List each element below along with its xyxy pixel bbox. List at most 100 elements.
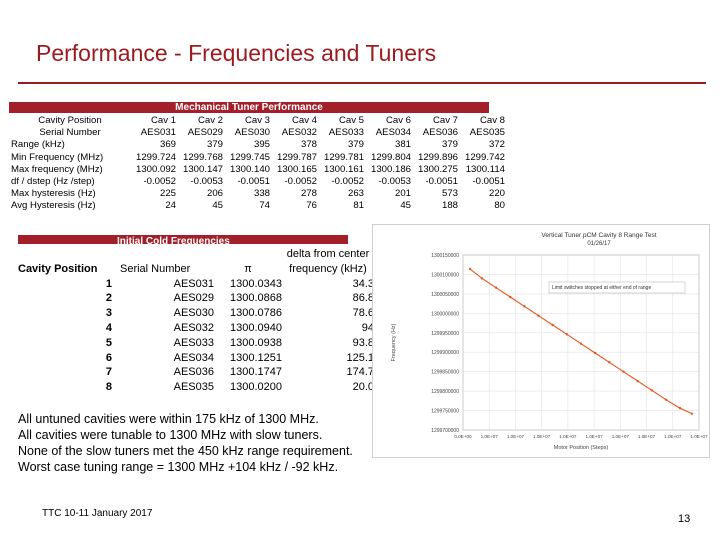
table-cell: 45 [400, 200, 411, 212]
cold-table-head-row-1: delta from center [18, 247, 374, 262]
data-point [509, 295, 512, 299]
table-cell: 369 [159, 139, 176, 151]
table-cell: Cav 6 [385, 115, 411, 126]
mech-table-row: Avg Hysteresis (Hz) 24 45 74 76 81 45 188 80 [9, 200, 505, 212]
table-cell: 1300.147 [182, 163, 223, 175]
table-cell: 225 [159, 188, 176, 200]
tuner-range-chart: Vertical Tuner pCM Cavity 8 Range Test 01… [372, 224, 710, 458]
col-delta-line-2: frequency (kHz) [289, 262, 367, 275]
delta-frequency-cell: 174.7 [346, 366, 374, 379]
table-cell: 1299.781 [323, 151, 364, 163]
x-tick-label: 1.0E+07 [690, 434, 708, 439]
table-cell: 74 [259, 200, 270, 212]
table-cell: AES033 [328, 127, 364, 139]
y-tick-label: 1299900000 [431, 350, 459, 356]
table-cell: 379 [206, 139, 223, 151]
cavity-position-cell: 6 [105, 351, 112, 364]
y-tick-label: 1299850000 [431, 370, 459, 376]
data-point [551, 323, 554, 327]
pi-frequency-cell: 1300.1747 [230, 366, 282, 379]
chart-subtitle: 01/26/17 [587, 241, 611, 247]
cold-table-row: 5 AES033 1300.0938 93.8 [18, 336, 374, 351]
data-point [480, 277, 484, 280]
pi-frequency-cell: 1300.0868 [230, 292, 282, 305]
mech-table-row: Range (kHz) 369 379 395 378 379 381 379 372 [9, 139, 505, 151]
table-cell: 188 [441, 200, 458, 212]
chart-svg: Vertical Tuner pCM Cavity 8 Range Test 01… [391, 232, 708, 451]
data-point [579, 342, 583, 345]
table-cell: 278 [300, 188, 317, 200]
table-cell: 1300.186 [370, 163, 411, 175]
table-cell: 1300.275 [417, 163, 458, 175]
title-divider [18, 82, 706, 84]
table-cell: Cav 3 [244, 115, 270, 126]
table-cell: 1300.092 [135, 163, 176, 175]
mech-table-row: Max hysteresis (Hz) 225 206 338 278 263 201 573… [9, 188, 505, 200]
data-point [565, 333, 569, 336]
data-point [650, 389, 653, 392]
mech-tuner-table: Cavity Position Cav 1 Cav 2 Cav 3 Cav 4 Cav 5… [9, 115, 505, 213]
col-serial-number: Serial Number [120, 262, 191, 275]
table-cell: 1300.114 [465, 163, 505, 175]
table-cell: -0.0053 [190, 176, 223, 188]
cold-table-row: 8 AES035 1300.0200 20.0 [18, 380, 374, 395]
serial-number-cell: AES030 [173, 307, 214, 320]
mech-table-header: Mechanical Tuner Performance [9, 102, 489, 113]
x-tick-label: 1.0E+07 [507, 434, 525, 439]
table-cell: 1300.165 [276, 163, 317, 175]
table-cell: 263 [347, 188, 364, 200]
cavity-position-cell: 3 [105, 307, 112, 320]
table-cell: 80 [494, 200, 505, 212]
table-cell: 378 [300, 139, 317, 151]
mech-table-row: Serial Number AES031 AES029 AES030 AES032 AES… [9, 127, 505, 139]
y-tick-label: 1300000000 [431, 311, 459, 317]
x-tick-label: 1.0E+07 [664, 434, 682, 439]
slide-title: Performance - Frequencies and Tuners [36, 40, 437, 66]
row-label: Max hysteresis (Hz) [11, 188, 96, 200]
table-cell: Cav 2 [197, 115, 223, 126]
x-tick-label: 1.0E+07 [612, 434, 630, 439]
cold-frequencies-table: delta from center Cavity Position Serial… [18, 247, 374, 395]
table-cell: AES029 [187, 127, 223, 139]
row-label: Serial Number [39, 127, 101, 139]
table-cell: Cav 5 [338, 115, 364, 126]
col-pi: π [244, 262, 252, 275]
serial-number-cell: AES035 [173, 381, 214, 394]
row-label: Cavity Position [38, 115, 102, 126]
table-cell: -0.0051 [237, 176, 270, 188]
data-point [494, 286, 498, 289]
mech-table-row: Min Frequency (MHz) 1299.724 1299.768 1299.… [9, 152, 505, 164]
pi-frequency-cell: 1300.1251 [230, 351, 282, 364]
data-point [523, 305, 526, 308]
table-cell: 201 [394, 188, 411, 200]
table-cell: AES035 [469, 127, 505, 139]
table-cell: 379 [441, 139, 458, 151]
table-cell: 1299.724 [135, 151, 176, 163]
table-cell: 372 [488, 139, 505, 151]
cold-table-head-row-2: Cavity Position Serial Number π frequenc… [18, 262, 374, 277]
table-cell: 573 [441, 188, 458, 200]
data-point [636, 379, 639, 383]
serial-number-cell: AES036 [173, 366, 214, 379]
y-tick-label: 1300050000 [431, 292, 459, 298]
table-cell: 1299.804 [370, 151, 411, 163]
cavity-position-cell: 1 [105, 277, 112, 290]
delta-frequency-cell: 86.8 [352, 292, 374, 305]
summary-notes: All untuned cavities were within 175 kHz… [18, 411, 353, 475]
y-axis-label: Frequency (Hz) [391, 323, 397, 361]
pi-frequency-cell: 1300.0343 [230, 277, 282, 290]
delta-frequency-cell: 34.3 [352, 277, 374, 290]
table-cell: -0.0052 [331, 176, 364, 188]
table-cell: 1300.140 [229, 163, 270, 175]
table-cell: 381 [394, 139, 411, 151]
table-cell: 1299.768 [182, 151, 223, 163]
note-line: All untuned cavities were within 175 kHz… [18, 412, 319, 426]
cold-table-row: 3 AES030 1300.0786 78.6 [18, 306, 374, 321]
table-cell: Cav 1 [150, 115, 176, 126]
table-cell: 81 [353, 200, 364, 212]
cavity-position-cell: 4 [105, 321, 112, 334]
pi-frequency-cell: 1300.0786 [230, 307, 282, 320]
serial-number-cell: AES032 [173, 321, 214, 334]
delta-frequency-cell: 20.0 [352, 381, 374, 394]
cold-table-row: 2 AES029 1300.0868 86.8 [18, 291, 374, 306]
